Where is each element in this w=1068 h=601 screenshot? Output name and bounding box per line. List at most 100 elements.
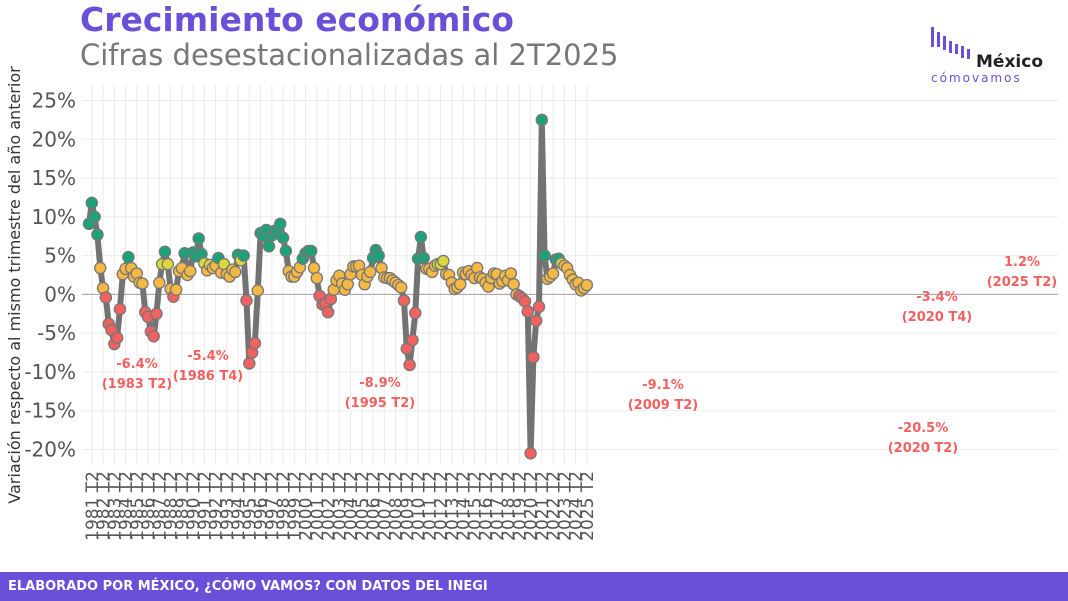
data-point bbox=[273, 217, 287, 231]
x-tick-label: 2022 T2 bbox=[544, 471, 564, 541]
x-tick-label: 1989 T2 bbox=[173, 471, 193, 541]
footer-bar: ELABORADO POR MÉXICO, ¿CÓMO VAMOS? CON D… bbox=[0, 572, 1068, 601]
data-point bbox=[237, 249, 250, 262]
data-point bbox=[228, 265, 242, 279]
data-point bbox=[403, 358, 416, 372]
data-point bbox=[529, 314, 543, 328]
data-point bbox=[262, 240, 276, 253]
logo-word-comovamos: cómovamos bbox=[931, 71, 1022, 84]
annotation-value: -6.4% bbox=[116, 357, 157, 372]
x-tick-label: 2002 T2 bbox=[319, 471, 339, 541]
x-tick-label: 1982 T2 bbox=[94, 471, 114, 541]
data-point bbox=[437, 254, 450, 268]
annotation-period: (2009 T2) bbox=[628, 398, 699, 413]
data-point bbox=[192, 232, 205, 245]
data-point bbox=[417, 251, 430, 265]
data-point bbox=[136, 277, 149, 290]
data-point bbox=[518, 295, 532, 308]
data-point bbox=[394, 281, 408, 294]
x-tick-label: 2023 T2 bbox=[555, 471, 575, 541]
x-tick-label: 2011 T2 bbox=[420, 471, 440, 541]
data-point bbox=[122, 250, 135, 264]
x-tick-label: 1988 T2 bbox=[162, 471, 182, 541]
x-tick-label: 2009 T2 bbox=[398, 471, 418, 541]
data-point bbox=[307, 261, 321, 275]
x-tick-label: 2019 T2 bbox=[510, 471, 530, 541]
x-tick-label: 1981 T2 bbox=[83, 471, 103, 541]
data-point bbox=[276, 231, 290, 245]
data-point bbox=[532, 300, 546, 314]
x-tick-label: 2003 T2 bbox=[330, 471, 350, 541]
x-tick-label: 1983 T2 bbox=[105, 471, 125, 541]
data-point bbox=[453, 278, 467, 291]
annotation-period: (1995 T2) bbox=[345, 396, 416, 411]
x-tick-label: 2001 T2 bbox=[308, 471, 328, 541]
annotation-value: -3.4% bbox=[916, 290, 957, 305]
annotation-value: -5.4% bbox=[187, 349, 228, 364]
x-tick-label: 2024 T2 bbox=[567, 471, 587, 541]
data-point bbox=[279, 244, 293, 258]
x-tick-label: 2005 T2 bbox=[353, 471, 373, 541]
data-point bbox=[408, 306, 422, 320]
y-tick-label: -15% bbox=[24, 399, 76, 423]
data-point bbox=[110, 331, 124, 345]
annotation-period: (1983 T2) bbox=[102, 377, 173, 392]
y-axis-label: Variación respecto al mismo trimestre de… bbox=[5, 66, 24, 504]
data-point bbox=[113, 302, 127, 316]
x-tick-label: 1985 T2 bbox=[128, 471, 148, 541]
annotation-period: (2025 T2) bbox=[987, 275, 1058, 290]
x-tick-label: 1996 T2 bbox=[252, 471, 272, 541]
x-tick-label: 1999 T2 bbox=[285, 471, 305, 541]
annotation-period: (2020 T2) bbox=[888, 441, 959, 456]
data-point bbox=[580, 278, 594, 292]
data-point bbox=[153, 276, 166, 290]
x-tick-label: 1992 T2 bbox=[207, 471, 227, 541]
data-point bbox=[546, 267, 560, 280]
footer-credit: ELABORADO POR MÉXICO, ¿CÓMO VAMOS? CON D… bbox=[8, 579, 488, 594]
x-tick-label: 1986 T2 bbox=[139, 471, 159, 541]
annotation-value: -20.5% bbox=[898, 421, 949, 436]
y-tick-label: -20% bbox=[24, 437, 76, 461]
data-point bbox=[91, 228, 104, 241]
x-tick-label: 1994 T2 bbox=[229, 471, 249, 541]
annotation-value: 1.2% bbox=[1004, 255, 1040, 270]
x-tick-label: 2021 T2 bbox=[533, 471, 553, 541]
y-tick-label: 15% bbox=[32, 166, 76, 190]
data-point bbox=[304, 244, 318, 258]
y-tick-label: 0% bbox=[44, 282, 76, 306]
data-point bbox=[161, 257, 174, 271]
y-tick-label: 5% bbox=[44, 244, 76, 268]
data-point bbox=[397, 294, 411, 307]
x-tick-label: 2004 T2 bbox=[342, 471, 362, 541]
logo-bars-icon bbox=[931, 27, 970, 59]
data-point bbox=[183, 264, 197, 278]
data-point bbox=[150, 307, 163, 321]
data-point bbox=[310, 271, 324, 285]
y-tick-label: 10% bbox=[32, 205, 76, 229]
annotation-value: -8.9% bbox=[359, 376, 400, 391]
data-point bbox=[414, 230, 428, 244]
data-point bbox=[248, 336, 262, 350]
mexico-como-vamos-logo: México cómovamos bbox=[931, 27, 1043, 84]
x-tick-label: 2008 T2 bbox=[387, 471, 407, 541]
logo-word-mexico: México bbox=[976, 52, 1043, 72]
data-point bbox=[94, 261, 107, 275]
data-point bbox=[251, 284, 264, 297]
x-tick-label: 2006 T2 bbox=[364, 471, 384, 541]
data-point bbox=[240, 294, 253, 307]
data-point bbox=[85, 196, 99, 210]
data-point bbox=[99, 291, 113, 304]
x-tick-label: 1997 T2 bbox=[263, 471, 283, 541]
y-tick-label: -10% bbox=[24, 360, 76, 384]
data-point bbox=[341, 278, 354, 291]
data-point bbox=[507, 278, 520, 291]
data-point bbox=[243, 357, 256, 370]
data-point bbox=[504, 267, 518, 280]
annotation-value: -9.1% bbox=[642, 378, 683, 393]
data-point bbox=[400, 342, 414, 355]
x-tick-label: 2025 T2 bbox=[578, 471, 598, 541]
x-tick-label: 2012 T2 bbox=[432, 471, 452, 541]
data-point bbox=[538, 249, 551, 262]
chart-title: Crecimiento económico bbox=[80, 0, 514, 39]
x-tick-label: 1995 T2 bbox=[240, 471, 260, 541]
